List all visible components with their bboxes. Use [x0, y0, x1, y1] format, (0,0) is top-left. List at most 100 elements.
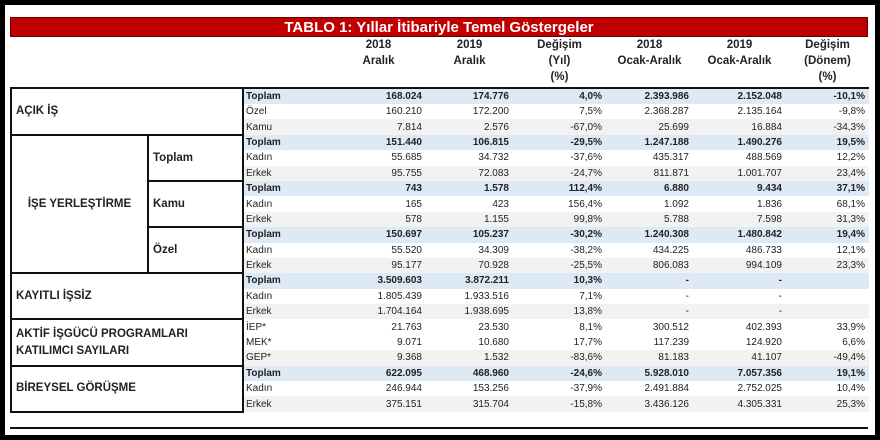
- table-row: Kamu 7.814 2.576 -67,0% 25.699 16.884 -34,3%: [11, 119, 869, 135]
- value-cell: -: [693, 304, 786, 320]
- value-cell: 1.532: [426, 350, 513, 366]
- value-cell: -25,5%: [513, 257, 606, 274]
- value-cell: 806.083: [606, 257, 693, 274]
- indicators-table: 2018 Aralık 2019 Aralık Değişim (Yıl) (%) 2018 O…: [10, 37, 869, 413]
- value-cell: 99,8%: [513, 211, 606, 228]
- table-bottom-border: [10, 427, 868, 429]
- value-cell: -83,6%: [513, 350, 606, 366]
- value-cell: 1.704.164: [331, 304, 426, 320]
- column-header-line-1: Değişim: [805, 39, 850, 51]
- value-cell: 2.152.048: [693, 88, 786, 104]
- group-label: KAYITLI İŞSİZ: [10, 272, 244, 321]
- value-cell: 55.520: [391, 244, 422, 256]
- table-row: Kadın 55.520 34.309 -38,2% 434.225 486.733 12,…: [11, 242, 869, 258]
- value-cell: 153.256: [472, 383, 509, 395]
- row-label: Kamu: [242, 119, 331, 135]
- row-label: Kadın: [242, 150, 331, 166]
- column-header: 2018 Aralık: [331, 37, 426, 89]
- value-cell: 23,4%: [786, 165, 869, 181]
- column-header-line-1: 2019: [726, 39, 753, 51]
- value-cell: -15,8%: [513, 396, 606, 412]
- value-cell: 95.177: [331, 257, 426, 274]
- value-cell: 2.576: [426, 119, 513, 135]
- value-cell: 1.578: [426, 180, 513, 197]
- column-header-line-2: Ocak-Aralık: [707, 55, 772, 67]
- value-cell: 1.247.188: [606, 134, 693, 151]
- value-cell: 468.960: [426, 365, 513, 382]
- column-header: 2018 Ocak-Aralık: [606, 37, 693, 89]
- value-cell: 1.001.707: [693, 165, 786, 181]
- value-cell: 151.440: [331, 134, 426, 151]
- value-cell: 1.836: [756, 198, 782, 210]
- value-cell: -34,3%: [786, 119, 869, 135]
- value-cell: 124.920: [745, 337, 782, 349]
- header-row: 2018 Aralık 2019 Aralık Değişim (Yıl) (%) 2018 O…: [11, 37, 869, 89]
- value-cell: 117.239: [653, 337, 689, 349]
- value-cell: 3.509.603: [331, 273, 426, 289]
- value-cell: 8,1%: [579, 321, 602, 333]
- value-cell: 1.155: [426, 211, 513, 228]
- value-cell: 7,5%: [579, 106, 602, 118]
- value-cell: -: [693, 273, 786, 289]
- value-cell: 2.368.287: [644, 106, 690, 118]
- value-cell: -38,2%: [570, 244, 602, 256]
- value-cell: 165: [405, 198, 422, 210]
- value-cell: -37,9%: [570, 383, 602, 395]
- value-cell: 315.704: [426, 396, 513, 412]
- row-label: Toplam: [242, 365, 331, 382]
- row-label: Erkek: [242, 396, 331, 412]
- value-cell: 16.884: [693, 119, 786, 135]
- value-cell: 72.083: [426, 165, 513, 181]
- value-cell: -37,6%: [570, 152, 602, 164]
- value-cell: 34.732: [478, 152, 509, 164]
- value-cell: 5.788: [606, 211, 693, 228]
- value-cell: 19,1%: [786, 365, 869, 382]
- value-cell: 1.480.842: [693, 227, 786, 243]
- value-cell: -9,8%: [838, 106, 865, 118]
- value-cell: 68,1%: [836, 198, 865, 210]
- value-cell: 7,1%: [579, 290, 602, 302]
- table-row: GEP* 9.368 1.532 -83,6% 81.183 41.107 -49,4%: [11, 350, 869, 366]
- table-row: Erkek 95.755 72.083 -24,7% 811.871 1.001.707 2…: [11, 165, 869, 181]
- value-cell: 2.393.986: [606, 88, 693, 104]
- table-row: Özel 160.210 172.200 7,5% 2.368.287 2.135.164…: [11, 104, 869, 120]
- value-cell: 10,4%: [836, 383, 865, 395]
- row-label: Erkek: [242, 257, 331, 274]
- row-label: Özel: [242, 104, 331, 120]
- value-cell: -67,0%: [513, 119, 606, 135]
- row-label: Toplam: [242, 88, 331, 104]
- row-label: Kadın: [242, 288, 331, 305]
- column-header: 2019 Ocak-Aralık: [693, 37, 786, 89]
- value-cell: 9.071: [396, 337, 422, 349]
- column-header-line-2: Aralık: [362, 55, 395, 67]
- group-label: AKTİF İŞGÜCÜ PROGRAMLARI KATILIMCI SAYIL…: [10, 318, 244, 367]
- column-header-line-3: (%): [818, 71, 837, 83]
- value-cell: 55.685: [391, 152, 422, 164]
- value-cell: 1.240.308: [606, 227, 693, 243]
- value-cell: 112,4%: [513, 180, 606, 197]
- value-cell: 1.938.695: [426, 304, 513, 320]
- value-cell: 435.317: [652, 152, 689, 164]
- value-cell: 19,4%: [786, 227, 869, 243]
- value-cell: 12,2%: [836, 152, 865, 164]
- table-row: AÇIK İŞ Toplam 168.024 174.776 4,0% 2.393.986…: [10, 87, 869, 136]
- value-cell: 486.733: [745, 244, 782, 256]
- value-cell: 12,1%: [836, 244, 865, 256]
- value-cell: 578: [331, 211, 426, 228]
- table-row: İŞE YERLEŞTİRME Toplam Toplam 151.440 106.81…: [10, 133, 869, 275]
- value-cell: 37,1%: [786, 180, 869, 197]
- table-row: Kamu Toplam 743 1.578 112,4% 6.880 9.434 37,1%: [11, 179, 869, 229]
- column-header-line-2: Aralık: [453, 55, 486, 67]
- value-cell: 5.928.010: [606, 365, 693, 382]
- value-cell: 743: [331, 180, 426, 197]
- value-cell: 156,4%: [568, 198, 602, 210]
- value-cell: 23,3%: [786, 257, 869, 274]
- value-cell: 1.805.439: [377, 290, 423, 302]
- value-cell: 81.183: [606, 350, 693, 366]
- value-cell: 1.092: [663, 198, 689, 210]
- subgroup-label: Toplam: [147, 133, 244, 182]
- value-cell: 375.151: [331, 396, 426, 412]
- value-cell: 434.225: [652, 244, 689, 256]
- value-cell: 41.107: [693, 350, 786, 366]
- value-cell: 7.598: [693, 211, 786, 228]
